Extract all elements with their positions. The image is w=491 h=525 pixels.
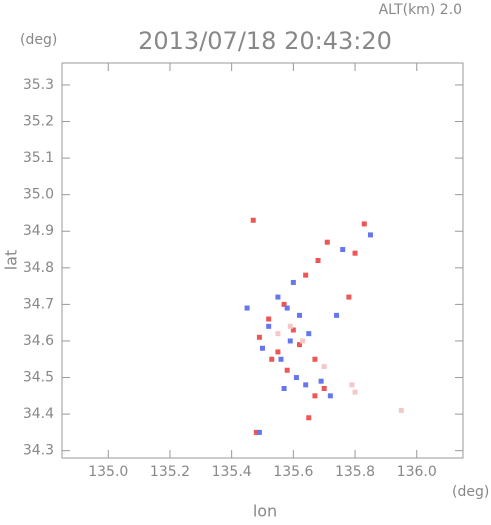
radar-point — [278, 356, 284, 362]
radar-point — [318, 378, 324, 384]
y-tick-label: 34.5 — [23, 370, 54, 386]
radar-point — [361, 221, 367, 227]
radar-point — [297, 312, 303, 318]
y-tick-label: 34.8 — [23, 260, 54, 276]
y-tick-label: 34.9 — [23, 223, 54, 239]
radar-point — [352, 389, 358, 395]
radar-point — [290, 327, 296, 333]
radar-point — [244, 305, 250, 311]
radar-point — [256, 334, 262, 340]
plot-frame — [61, 62, 464, 459]
radar-point — [398, 407, 404, 413]
x-tick-label: 135.4 — [212, 464, 252, 480]
radar-point — [340, 247, 346, 253]
y-axis-label: lat — [2, 250, 21, 271]
radar-point — [306, 331, 312, 337]
radar-point — [327, 393, 333, 399]
radar-point — [346, 294, 352, 300]
radar-point — [303, 382, 309, 388]
radar-point — [306, 415, 312, 421]
radar-point — [324, 239, 330, 245]
radar-point — [367, 232, 373, 238]
radar-point — [269, 356, 275, 362]
radar-point — [253, 429, 259, 435]
radar-point — [297, 342, 303, 348]
radar-point — [312, 356, 318, 362]
radar-point — [284, 305, 290, 311]
x-tick-label: 135.0 — [88, 464, 128, 480]
radar-point — [281, 301, 287, 307]
radar-point — [275, 331, 281, 337]
radar-point — [266, 323, 272, 329]
x-tick-label: 135.6 — [273, 464, 313, 480]
radar-point — [293, 375, 299, 381]
x-tick-label: 135.2 — [150, 464, 190, 480]
y-tick-label: 35.0 — [23, 187, 54, 203]
radar-point — [284, 367, 290, 373]
radar-point — [287, 323, 293, 329]
radar-point — [303, 272, 309, 278]
altitude-label: ALT(km) 2.0 — [379, 2, 462, 18]
radar-point — [349, 382, 355, 388]
radar-point — [275, 349, 281, 355]
y-tick-label: 35.1 — [23, 150, 54, 166]
radar-point — [300, 338, 306, 344]
x-tick-label: 135.8 — [335, 464, 375, 480]
chart-title: 2013/07/18 20:43:20 — [138, 27, 392, 55]
radar-point — [281, 386, 287, 392]
radar-point — [315, 258, 321, 263]
y-tick-label: 34.6 — [23, 333, 54, 349]
y-unit: (deg) — [20, 32, 57, 48]
radar-point — [321, 364, 327, 370]
y-tick-label: 35.2 — [23, 114, 54, 130]
y-tick-label: 35.3 — [23, 77, 54, 93]
x-tick-label: 136.0 — [397, 464, 437, 480]
radar-point — [334, 312, 340, 318]
radar-point — [352, 250, 358, 256]
radar-point — [290, 279, 296, 285]
radar-point — [256, 429, 262, 435]
radar-point — [260, 345, 265, 351]
y-tick-label: 34.3 — [23, 443, 54, 459]
x-axis-label: lon — [253, 502, 277, 521]
y-tick-label: 34.7 — [23, 296, 54, 312]
radar-point — [321, 386, 327, 392]
radar-point — [250, 217, 256, 223]
radar-point — [275, 294, 281, 300]
radar-point — [266, 316, 272, 322]
radar-point — [287, 338, 293, 344]
y-tick-label: 34.4 — [23, 406, 54, 422]
radar-point — [312, 393, 318, 399]
x-unit: (deg) — [452, 484, 489, 500]
